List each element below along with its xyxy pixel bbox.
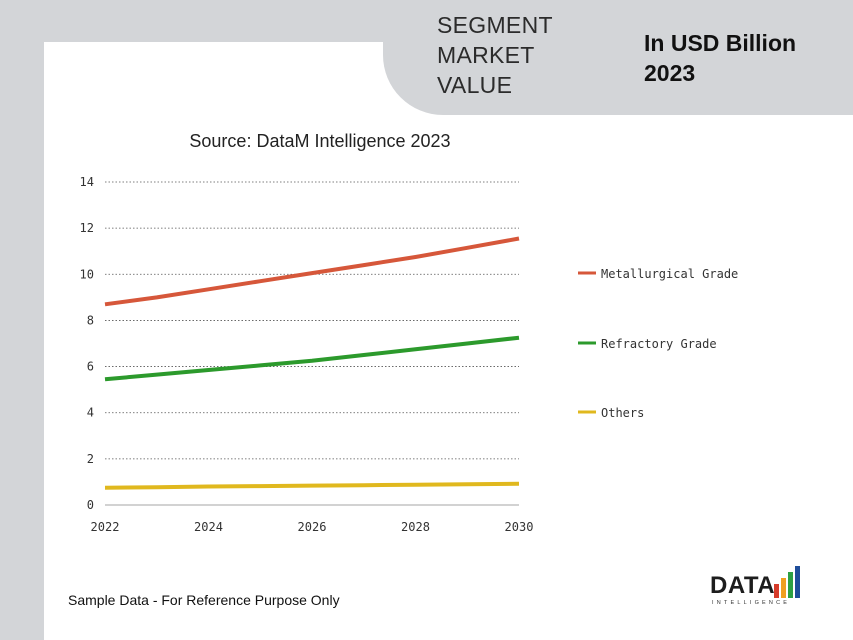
- segment-title: SEGMENT MARKET VALUE: [437, 12, 553, 98]
- legend-label: Refractory Grade: [601, 337, 717, 351]
- logo-subtext: INTELLIGENCE: [712, 600, 791, 606]
- x-tick-label: 2028: [401, 520, 430, 534]
- series-line-0: [104, 236, 520, 307]
- y-tick-label: 12: [80, 221, 94, 235]
- y-tick-label: 8: [87, 313, 94, 327]
- logo-bar: [795, 566, 800, 598]
- y-tick-label: 14: [80, 175, 94, 189]
- logo-bar: [774, 584, 779, 598]
- x-axis-ticks: 2022 2024 2026 2028 2030: [91, 520, 534, 534]
- y-tick-label: 6: [87, 360, 94, 374]
- x-tick-label: 2026: [298, 520, 327, 534]
- x-tick-label: 2030: [505, 520, 534, 534]
- unit-title: In USD Billion 2023: [644, 30, 797, 86]
- chart-title: Source: DataM Intelligence 2023: [189, 131, 451, 151]
- logo-bar: [781, 578, 786, 598]
- logo-word: DATA: [710, 572, 776, 599]
- x-tick-label: 2024: [194, 520, 223, 534]
- y-tick-label: 0: [87, 498, 94, 512]
- logo-bars-icon: [774, 566, 800, 598]
- content-panel: [44, 42, 853, 640]
- y-tick-label: 2: [87, 452, 94, 466]
- legend-label: Metallurgical Grade: [601, 267, 738, 281]
- y-tick-label: 4: [87, 406, 94, 420]
- footer-note: Sample Data - For Reference Purpose Only: [68, 592, 340, 608]
- series-line-1: [104, 335, 520, 382]
- y-tick-label: 10: [80, 267, 94, 281]
- logo-bar: [788, 572, 793, 598]
- y-axis-ticks: 0 2 4 6 8 10 12 14: [80, 175, 94, 512]
- chart-legend: Metallurgical Grade Refractory Grade Other…: [578, 267, 738, 420]
- series-line-2: [104, 481, 520, 490]
- chart-series: [104, 236, 520, 490]
- datam-logo: DATA INTELLIGENCE: [708, 562, 808, 612]
- header-tab: [383, 0, 853, 115]
- legend-label: Others: [601, 406, 644, 420]
- x-tick-label: 2022: [91, 520, 120, 534]
